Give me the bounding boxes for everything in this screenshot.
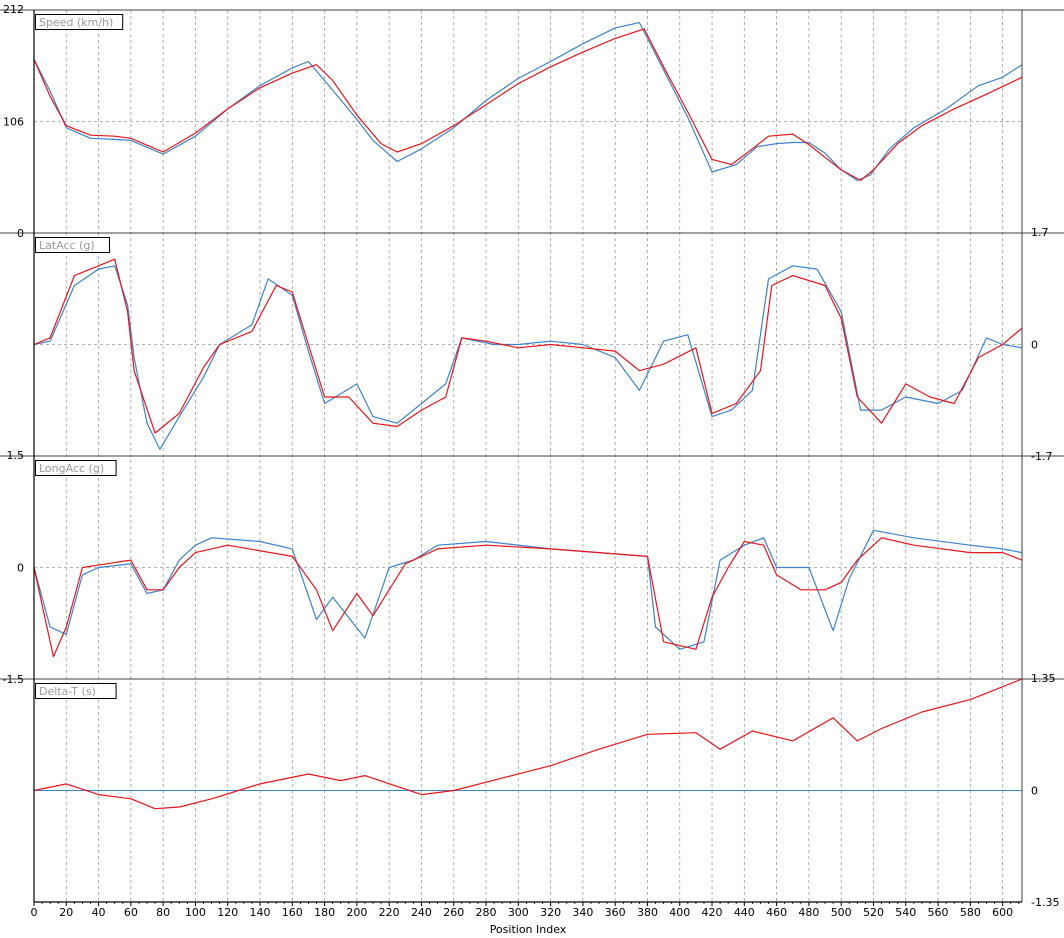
- x-tick-label: 580: [960, 906, 981, 919]
- x-tick-label: 560: [928, 906, 949, 919]
- x-tick-label: 0: [31, 906, 38, 919]
- x-tick-label: 120: [217, 906, 238, 919]
- panel-1: Speed (km/h)2121060: [0, 3, 1064, 240]
- y-tick-label-right: 0: [1031, 785, 1038, 798]
- series-red-line: [33, 537, 1023, 658]
- panel-title: Speed (km/h): [35, 14, 124, 30]
- y-tick-label-right: -1.35: [1031, 896, 1059, 909]
- x-tick-label: 200: [346, 906, 367, 919]
- panel-4: Delta-T (s) 1.35 0 -1.35: [0, 672, 1064, 909]
- series-blue-line: [33, 529, 1023, 650]
- panel-title-box: [35, 237, 110, 253]
- x-tick-label: 240: [411, 906, 432, 919]
- panel-title: LongAcc (g): [35, 460, 117, 476]
- x-tick-label: 340: [572, 906, 593, 919]
- y-tick-label-left: 106: [3, 116, 24, 129]
- x-tick-label: 500: [831, 906, 852, 919]
- panel-title: Delta-T (s): [35, 683, 117, 699]
- y-tick-label-right: 0: [1031, 339, 1038, 352]
- panels: Speed (km/h)2121060LatAcc (g)1.70-1.7Lon…: [0, 3, 1064, 909]
- panel-title-box: [35, 683, 117, 699]
- panel-title: LatAcc (g): [35, 237, 110, 253]
- panel-title-text: LongAcc (g): [39, 462, 104, 475]
- y-tick-label-left: 0: [17, 562, 24, 575]
- x-tick-label: 420: [702, 906, 723, 919]
- x-tick-label: 80: [156, 906, 170, 919]
- x-tick-label: 40: [92, 906, 106, 919]
- x-tick-label: 380: [637, 906, 658, 919]
- x-tick-label: 60: [124, 906, 138, 919]
- x-tick-label: 400: [669, 906, 690, 919]
- x-tick-label: 280: [476, 906, 497, 919]
- x-tick-label: 300: [508, 906, 529, 919]
- x-tick-label: 160: [282, 906, 303, 919]
- panel-title-text: Delta-T (s): [39, 685, 96, 698]
- panel-title-text: Speed (km/h): [39, 16, 113, 29]
- series-red-line: [33, 258, 1023, 434]
- series-red-line: [33, 678, 1023, 810]
- x-axis: 0 20 40 60 80 100 120 140 160 180 200 220 240 260 280 3…: [31, 10, 1023, 919]
- x-tick-label: 20: [59, 906, 73, 919]
- series-red-line: [33, 28, 1023, 181]
- x-tick-label: 460: [766, 906, 787, 919]
- x-axis-title: Position Index: [490, 923, 567, 936]
- panel-2: LatAcc (g)1.70-1.7: [0, 226, 1064, 463]
- x-tick-label: 140: [250, 906, 271, 919]
- x-tick-label: 520: [863, 906, 884, 919]
- x-tick-label: 100: [185, 906, 206, 919]
- x-tick-label: 260: [443, 906, 464, 919]
- y-tick-label-left: 212: [3, 3, 24, 16]
- y-tick-label-left: 1.5: [7, 449, 25, 462]
- y-tick-label-right: 1.7: [1031, 226, 1049, 239]
- panel-title-text: LatAcc (g): [39, 239, 95, 252]
- x-tick-label: 220: [379, 906, 400, 919]
- x-tick-label: 480: [798, 906, 819, 919]
- series-blue-line: [33, 265, 1023, 450]
- x-tick-label: 180: [314, 906, 335, 919]
- x-tick-label: 320: [540, 906, 561, 919]
- x-tick-label: 600: [992, 906, 1013, 919]
- x-tick-label: 360: [605, 906, 626, 919]
- x-tick-label: 440: [734, 906, 755, 919]
- x-tick-label: 540: [895, 906, 916, 919]
- panel-title-box: [35, 14, 124, 30]
- panel-title-box: [35, 460, 117, 476]
- y-tick-label-right: 1.35: [1031, 672, 1056, 685]
- panel-3: LongAcc (g)1.50-1.5: [0, 449, 1064, 686]
